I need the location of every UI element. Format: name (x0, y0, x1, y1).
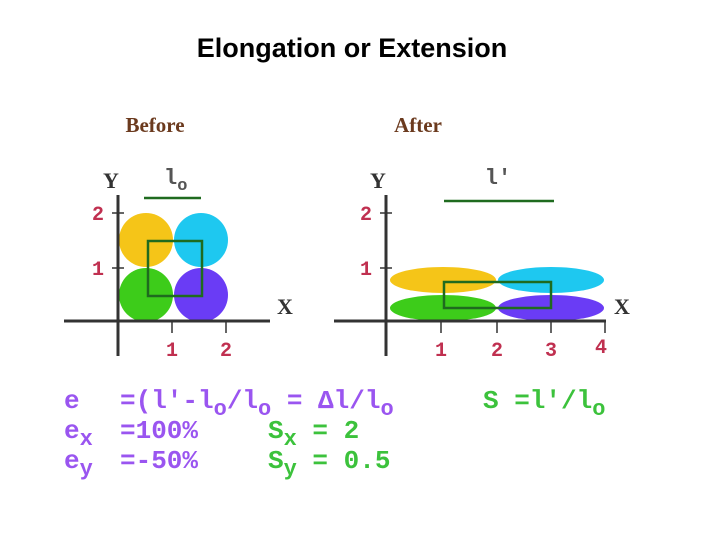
y-axis-label: Y (103, 168, 119, 193)
equation-part: ex (64, 416, 93, 452)
x-tick-label: 3 (545, 340, 557, 363)
equation-text: =100% (120, 416, 198, 446)
equation-part: =(l'-lo/lo = Δl/lo (120, 386, 394, 422)
equation-part: Sy = 0.5 (268, 446, 390, 482)
x-axis-label: X (277, 294, 293, 319)
before-panel: Before 1 2 1 2 Y X lo (64, 113, 293, 363)
subscript: o (258, 397, 271, 422)
particle (498, 267, 604, 293)
y-tick-label: 1 (360, 259, 372, 282)
particle (119, 268, 173, 322)
particle (119, 213, 173, 267)
equation-text: e (64, 446, 80, 476)
equation-text: = 2 (297, 416, 359, 446)
equation-text: = Δl/l (271, 386, 380, 416)
length-label: lo (164, 166, 187, 196)
subscript: x (284, 427, 297, 452)
x-tick-label: 2 (491, 340, 503, 363)
subscript: o (592, 397, 605, 422)
equation-text: =(l'-l (120, 386, 214, 416)
equation-part: Sx = 2 (268, 416, 359, 452)
x-tick-label: 1 (166, 340, 178, 363)
length-text: l (164, 166, 177, 191)
equation-text: e (64, 386, 80, 416)
subscript: o (214, 397, 227, 422)
y-tick-label: 2 (92, 204, 104, 227)
x-tick-label: 4 (595, 337, 607, 360)
equation-text: S =l'/l (483, 386, 592, 416)
equation-text: S (268, 416, 284, 446)
subscript: y (80, 457, 93, 482)
equation-text: /l (227, 386, 258, 416)
length-subscript: o (177, 177, 187, 196)
x-tick-label: 1 (435, 340, 447, 363)
y-axis-label: Y (370, 168, 386, 193)
equation-part: e (64, 386, 80, 416)
subscript: x (80, 427, 93, 452)
subscript: o (380, 397, 393, 422)
length-label: l' (485, 166, 511, 191)
equation-part: =100% (120, 416, 198, 446)
subscript: y (284, 457, 297, 482)
panel-title: After (394, 113, 442, 137)
unit-box (146, 239, 204, 298)
equation-text: S (268, 446, 284, 476)
x-axis-label: X (614, 294, 630, 319)
panel-title: Before (125, 113, 184, 137)
equation-text: = 0.5 (297, 446, 391, 476)
equation-part: ey (64, 446, 93, 482)
title: Elongation or Extension (197, 33, 508, 63)
equation-text: =-50% (120, 446, 198, 476)
particle (390, 267, 496, 293)
equation-part: S =l'/lo (483, 386, 605, 422)
y-tick-label: 2 (360, 204, 372, 227)
y-tick-label: 1 (92, 259, 104, 282)
after-panel: After 1 2 1 2 3 4 Y X l' (334, 113, 630, 363)
unit-box (442, 280, 553, 310)
equation-text: e (64, 416, 80, 446)
equation-part: =-50% (120, 446, 198, 476)
x-tick-label: 2 (220, 340, 232, 363)
